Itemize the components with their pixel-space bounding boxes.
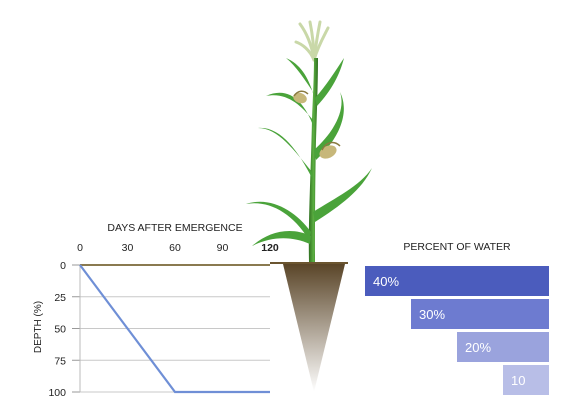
leaf-icon: [246, 201, 311, 240]
x-axis-title: DAYS AFTER EMERGENCE: [107, 222, 242, 234]
root-zone-triangle: [283, 264, 345, 392]
water-bar: [411, 299, 549, 329]
water-bar-label: 10: [511, 373, 525, 388]
soil-root-zone: [270, 262, 348, 392]
water-bar-label: 30%: [419, 307, 445, 322]
gridlines: [72, 264, 270, 393]
x-tick-label: 90: [217, 242, 229, 254]
water-bar: [503, 365, 549, 395]
leaf-icon: [266, 92, 314, 128]
tassel-icon: [294, 20, 330, 62]
y-tick-label: 100: [48, 387, 66, 399]
water-bar-label: 40%: [373, 274, 399, 289]
y-tick-labels: 0 25 50 75 100: [48, 260, 66, 399]
y-tick-label: 25: [54, 292, 66, 304]
y-axis-title: DEPTH (%): [33, 301, 44, 353]
water-bar: [365, 266, 549, 296]
y-tick-label: 50: [54, 324, 66, 336]
root-depth-chart: DAYS AFTER EMERGENCE DEPTH (%) 0 30 60 90 12…: [33, 222, 279, 399]
x-tick-label: 120: [261, 242, 279, 254]
x-tick-label: 30: [122, 242, 134, 254]
x-tick-labels: 0 30 60 90 120: [77, 242, 279, 254]
leaves: [246, 58, 372, 246]
leaf-icon: [314, 92, 344, 160]
x-tick-label: 0: [77, 242, 83, 254]
corn-plant-illustration: [246, 20, 372, 262]
leaf-icon: [286, 58, 314, 96]
leaf-icon: [315, 58, 344, 106]
y-tick-label: 75: [54, 355, 66, 367]
leaf-icon: [258, 127, 313, 180]
corn-ear-icon: [293, 90, 309, 104]
water-bar-label: 20%: [465, 340, 491, 355]
corn-ear-icon: [319, 141, 341, 159]
percent-of-water-bars: PERCENT OF WATER 40% 30% 20% 10: [365, 241, 549, 395]
leaf-icon: [313, 168, 372, 222]
y-tick-label: 0: [60, 260, 66, 272]
leaf-icon: [252, 231, 311, 246]
x-tick-label: 60: [169, 242, 181, 254]
stem: [308, 58, 318, 262]
water-bar: [457, 332, 549, 362]
water-title: PERCENT OF WATER: [403, 241, 511, 253]
root-depth-series-line: [79, 264, 270, 394]
